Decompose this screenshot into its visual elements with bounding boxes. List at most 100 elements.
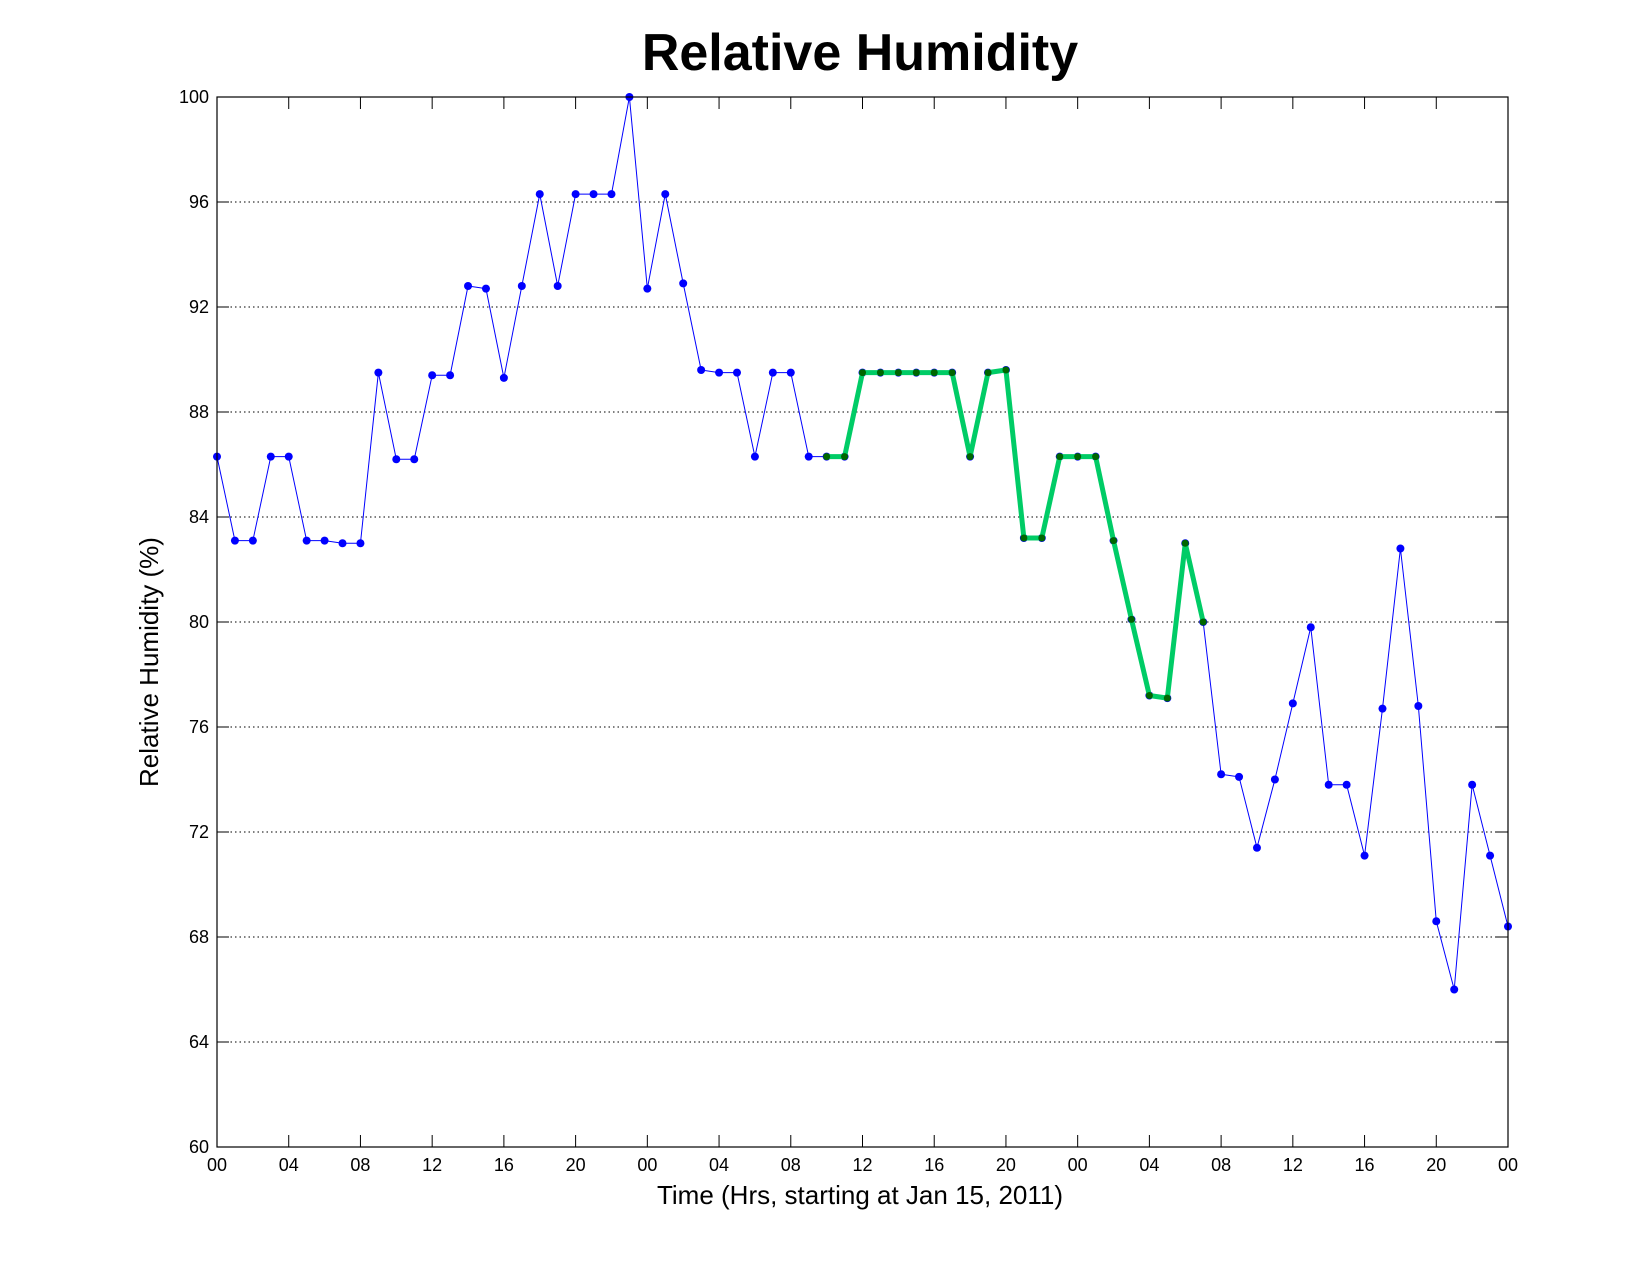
y-tick-label: 88 [189, 402, 209, 422]
y-tick-label: 72 [189, 822, 209, 842]
data-point [1110, 537, 1118, 545]
data-point [732, 368, 741, 377]
data-point [1396, 544, 1405, 553]
data-point [374, 368, 383, 377]
data-point [1181, 539, 1189, 547]
data-point [1163, 694, 1171, 702]
data-point [1414, 702, 1423, 710]
data-point [1217, 770, 1226, 779]
chart-title: Relative Humidity [642, 24, 1078, 82]
data-point [1270, 775, 1279, 784]
data-point [1306, 623, 1315, 632]
data-point [697, 366, 706, 374]
y-tick-label: 68 [189, 927, 209, 947]
data-point [661, 190, 670, 199]
data-point [1020, 534, 1028, 542]
data-point [984, 369, 992, 377]
data-point [1056, 453, 1064, 461]
x-tick-label: 04 [709, 1155, 729, 1175]
data-point [1145, 692, 1153, 699]
data-series [213, 93, 1512, 994]
data-point [1342, 780, 1351, 789]
x-tick-label: 08 [350, 1155, 370, 1175]
data-point [248, 536, 257, 545]
axis-ticks: 60 64 68 72 76 80 84 88 92 96 100 00 04 08 12 16 20 00 04 0… [179, 87, 1518, 1175]
y-tick-label: 76 [189, 717, 209, 737]
x-tick-label: 20 [1426, 1155, 1446, 1175]
plot-frame [216, 96, 1509, 1148]
y-tick-label: 64 [189, 1032, 209, 1052]
data-point [1324, 780, 1333, 789]
y-tick-label: 100 [179, 87, 209, 107]
data-point [356, 539, 365, 548]
data-point [1288, 699, 1297, 708]
x-tick-label: 20 [566, 1155, 586, 1175]
x-tick-label: 16 [494, 1155, 514, 1175]
data-point [571, 190, 580, 199]
data-point [1486, 851, 1495, 860]
data-point [912, 369, 920, 377]
data-point [284, 452, 293, 461]
data-point [1252, 843, 1261, 852]
data-point [679, 279, 688, 288]
x-tick-label: 20 [996, 1155, 1016, 1175]
data-point [481, 284, 490, 293]
data-point [302, 536, 311, 545]
data-point [1378, 704, 1387, 713]
data-point [643, 284, 652, 293]
data-point [428, 371, 437, 380]
data-point [1468, 780, 1477, 789]
y-tick-label: 80 [189, 612, 209, 632]
data-point [392, 455, 401, 464]
data-point [786, 368, 795, 377]
data-point [1360, 851, 1369, 860]
x-tick-label: 04 [1139, 1155, 1159, 1175]
x-tick-label: 00 [1498, 1155, 1518, 1175]
data-point [894, 369, 902, 377]
data-point [1038, 534, 1046, 542]
data-point [266, 452, 275, 461]
data-point [607, 190, 616, 199]
data-point [750, 452, 759, 461]
data-point [1432, 917, 1441, 926]
data-point [823, 453, 831, 461]
data-point [589, 190, 598, 199]
series-line-2 [826, 367, 1206, 701]
data-point [338, 539, 347, 548]
x-axis-label: Time (Hrs, starting at Jan 15, 2011) [657, 1180, 1063, 1210]
data-point [841, 453, 849, 461]
data-point [464, 282, 473, 290]
data-point [230, 536, 239, 545]
data-point [499, 373, 508, 382]
x-tick-label: 16 [924, 1155, 944, 1175]
y-tick-label: 60 [189, 1137, 209, 1157]
x-tick-label: 00 [1068, 1155, 1088, 1175]
data-point [1199, 618, 1207, 626]
x-tick-label: 00 [207, 1155, 227, 1175]
data-point [715, 368, 724, 377]
y-tick-label: 84 [189, 507, 209, 527]
x-tick-label: 08 [1211, 1155, 1231, 1175]
y-axis-label: Relative Humidity (%) [134, 537, 164, 787]
data-point [320, 536, 329, 545]
data-point [410, 455, 419, 464]
data-point [768, 368, 777, 377]
series-line-1 [216, 96, 1509, 990]
x-tick-label: 16 [1355, 1155, 1375, 1175]
data-point [446, 371, 455, 380]
data-point [535, 190, 544, 199]
y-tick-label: 96 [189, 192, 209, 212]
data-point [1127, 615, 1135, 623]
x-tick-label: 12 [1283, 1155, 1303, 1175]
data-point [1450, 985, 1459, 994]
data-point [948, 369, 956, 377]
x-tick-label: 04 [279, 1155, 299, 1175]
data-point [1235, 772, 1244, 781]
x-tick-label: 12 [422, 1155, 442, 1175]
data-point [553, 282, 562, 290]
y-tick-label: 92 [189, 297, 209, 317]
data-point [804, 452, 813, 461]
data-point [859, 369, 866, 377]
